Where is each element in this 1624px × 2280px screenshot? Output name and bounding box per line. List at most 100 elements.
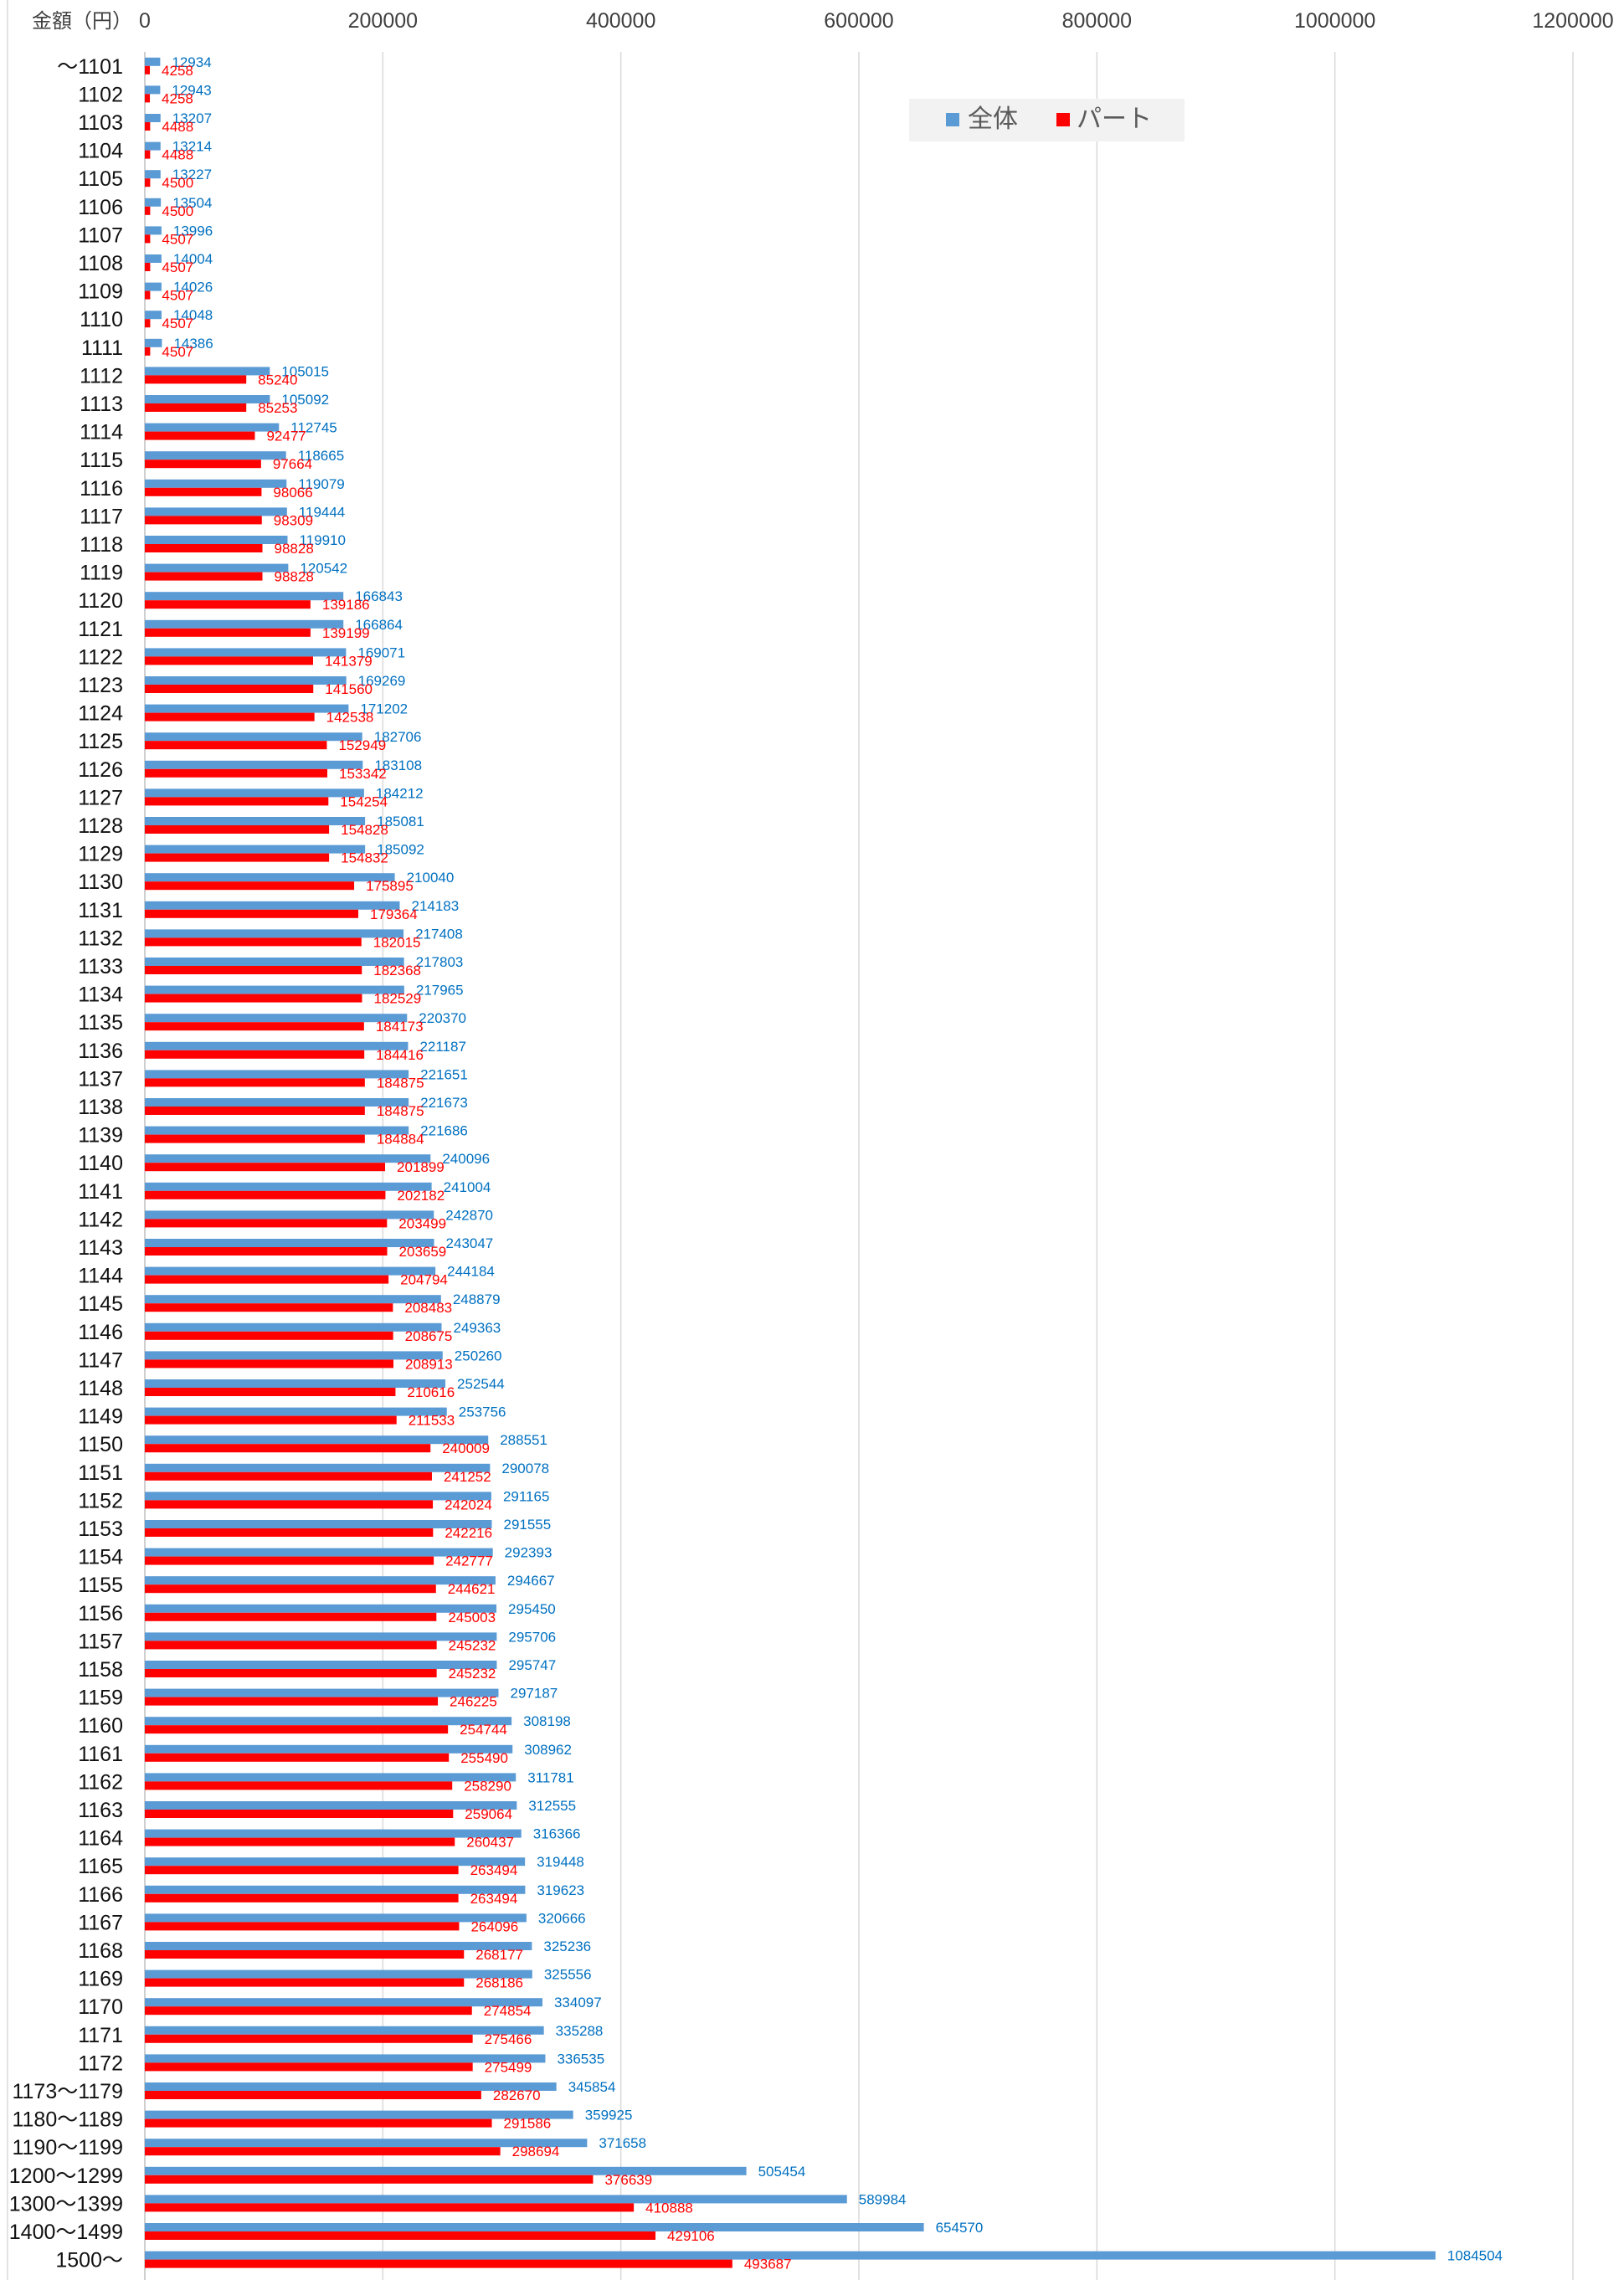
- bar-total-41: [145, 1182, 432, 1191]
- data-label-part-time-49: 211533: [409, 1413, 455, 1429]
- bar-total-47: [145, 1351, 443, 1360]
- data-label-part-time-10: 4507: [162, 316, 193, 331]
- data-label-total-48: 252544: [457, 1376, 505, 1392]
- value-tick-label-1: 200000: [348, 9, 418, 33]
- data-label-part-time-23: 141560: [325, 681, 373, 697]
- bar-part-time-48: [145, 1388, 396, 1396]
- bar-part-time-70: [145, 2006, 472, 2016]
- category-label-79: 1500～: [55, 2249, 123, 2272]
- value-tick-label-0: 0: [139, 9, 151, 33]
- bar-total-9: [145, 282, 162, 291]
- bar-part-time-6: [145, 206, 151, 215]
- bar-total-48: [145, 1379, 446, 1388]
- bar-total-75: [145, 2139, 588, 2148]
- data-label-part-time-24: 142538: [326, 710, 374, 726]
- category-label-42: 1142: [78, 1208, 123, 1231]
- bar-part-time-45: [145, 1303, 393, 1312]
- bar-total-60: [145, 1717, 512, 1726]
- data-label-part-time-46: 208675: [405, 1328, 453, 1344]
- data-label-part-time-76: 376639: [604, 2172, 652, 2188]
- data-label-part-time-2: 4258: [162, 90, 193, 106]
- data-label-part-time-6: 4500: [162, 203, 193, 219]
- bar-total-21: [145, 619, 344, 629]
- category-label-25: 1125: [78, 730, 123, 753]
- bar-total-29: [145, 845, 366, 854]
- bar-part-time-42: [145, 1219, 388, 1228]
- bar-part-time-62: [145, 1781, 453, 1790]
- category-label-1: ～1101: [57, 55, 123, 79]
- category-label-24: 1124: [78, 702, 123, 726]
- bar-total-52: [145, 1492, 491, 1501]
- category-label-59: 1159: [78, 1687, 123, 1710]
- data-label-total-24: 171202: [360, 701, 408, 717]
- bar-total-63: [145, 1801, 517, 1810]
- category-label-70: 1170: [78, 1995, 123, 2019]
- data-label-part-time-54: 242777: [445, 1553, 493, 1569]
- bar-total-4: [145, 141, 161, 151]
- category-label-2: 1102: [78, 83, 123, 106]
- category-label-75: 1190～1199: [12, 2136, 123, 2159]
- data-label-total-56: 295450: [508, 1601, 556, 1617]
- data-label-part-time-77: 410888: [645, 2200, 693, 2216]
- bar-total-20: [145, 592, 344, 601]
- bar-part-time-78: [145, 2231, 656, 2240]
- data-label-part-time-13: 85253: [258, 400, 297, 416]
- data-label-total-51: 290078: [501, 1461, 549, 1476]
- value-tick-label-4: 800000: [1062, 9, 1132, 33]
- data-label-total-36: 221187: [419, 1039, 465, 1055]
- bar-total-58: [145, 1661, 497, 1669]
- category-label-46: 1146: [78, 1321, 123, 1344]
- bar-total-43: [145, 1239, 434, 1247]
- bar-part-time-3: [145, 122, 151, 131]
- category-label-12: 1112: [80, 364, 123, 388]
- category-label-13: 1113: [80, 393, 123, 416]
- bar-part-time-73: [145, 2091, 481, 2099]
- category-label-65: 1165: [78, 1855, 123, 1878]
- bar-part-time-17: [145, 516, 262, 525]
- data-label-part-time-71: 275466: [485, 2031, 532, 2047]
- category-label-26: 1126: [78, 758, 123, 782]
- category-label-55: 1155: [78, 1574, 123, 1597]
- bar-part-time-43: [145, 1247, 388, 1256]
- category-label-51: 1151: [78, 1461, 123, 1485]
- bar-total-39: [145, 1126, 409, 1135]
- bar-total-5: [145, 170, 161, 179]
- category-label-44: 1144: [78, 1265, 123, 1288]
- data-label-part-time-47: 208913: [405, 1356, 453, 1372]
- bar-part-time-63: [145, 1810, 454, 1818]
- bar-part-time-23: [145, 685, 314, 693]
- data-label-total-37: 221651: [420, 1066, 468, 1082]
- bar-part-time-37: [145, 1078, 365, 1087]
- data-label-part-time-73: 282670: [493, 2087, 541, 2103]
- category-label-50: 1150: [78, 1433, 123, 1456]
- category-label-62: 1162: [78, 1770, 123, 1794]
- data-label-total-49: 253756: [459, 1404, 506, 1420]
- data-label-part-time-58: 245232: [449, 1666, 496, 1682]
- bar-total-24: [145, 704, 349, 713]
- bar-total-76: [145, 2166, 747, 2175]
- bar-total-23: [145, 676, 347, 685]
- data-label-part-time-29: 154832: [341, 850, 388, 866]
- bar-part-time-26: [145, 768, 328, 778]
- bar-total-64: [145, 1829, 522, 1838]
- category-label-71: 1171: [78, 2024, 123, 2047]
- category-label-19: 1119: [80, 562, 123, 585]
- bar-total-72: [145, 2054, 546, 2063]
- data-label-total-22: 169071: [357, 644, 405, 660]
- legend-label-total: 全体: [968, 105, 1018, 134]
- data-label-part-time-17: 98309: [274, 512, 313, 528]
- bar-part-time-49: [145, 1415, 397, 1425]
- category-label-68: 1168: [78, 1939, 123, 1963]
- bar-part-time-1: [145, 65, 151, 74]
- data-label-total-67: 320666: [538, 1910, 586, 1926]
- data-label-total-15: 118665: [298, 448, 344, 464]
- bar-total-65: [145, 1857, 526, 1867]
- data-label-part-time-45: 208483: [404, 1300, 452, 1316]
- category-label-18: 1118: [80, 533, 123, 557]
- bar-total-49: [145, 1407, 447, 1416]
- bar-part-time-4: [145, 150, 151, 159]
- data-label-part-time-20: 139186: [322, 597, 370, 613]
- bar-total-25: [145, 732, 362, 742]
- bar-total-17: [145, 507, 287, 516]
- data-label-total-57: 295706: [508, 1629, 556, 1645]
